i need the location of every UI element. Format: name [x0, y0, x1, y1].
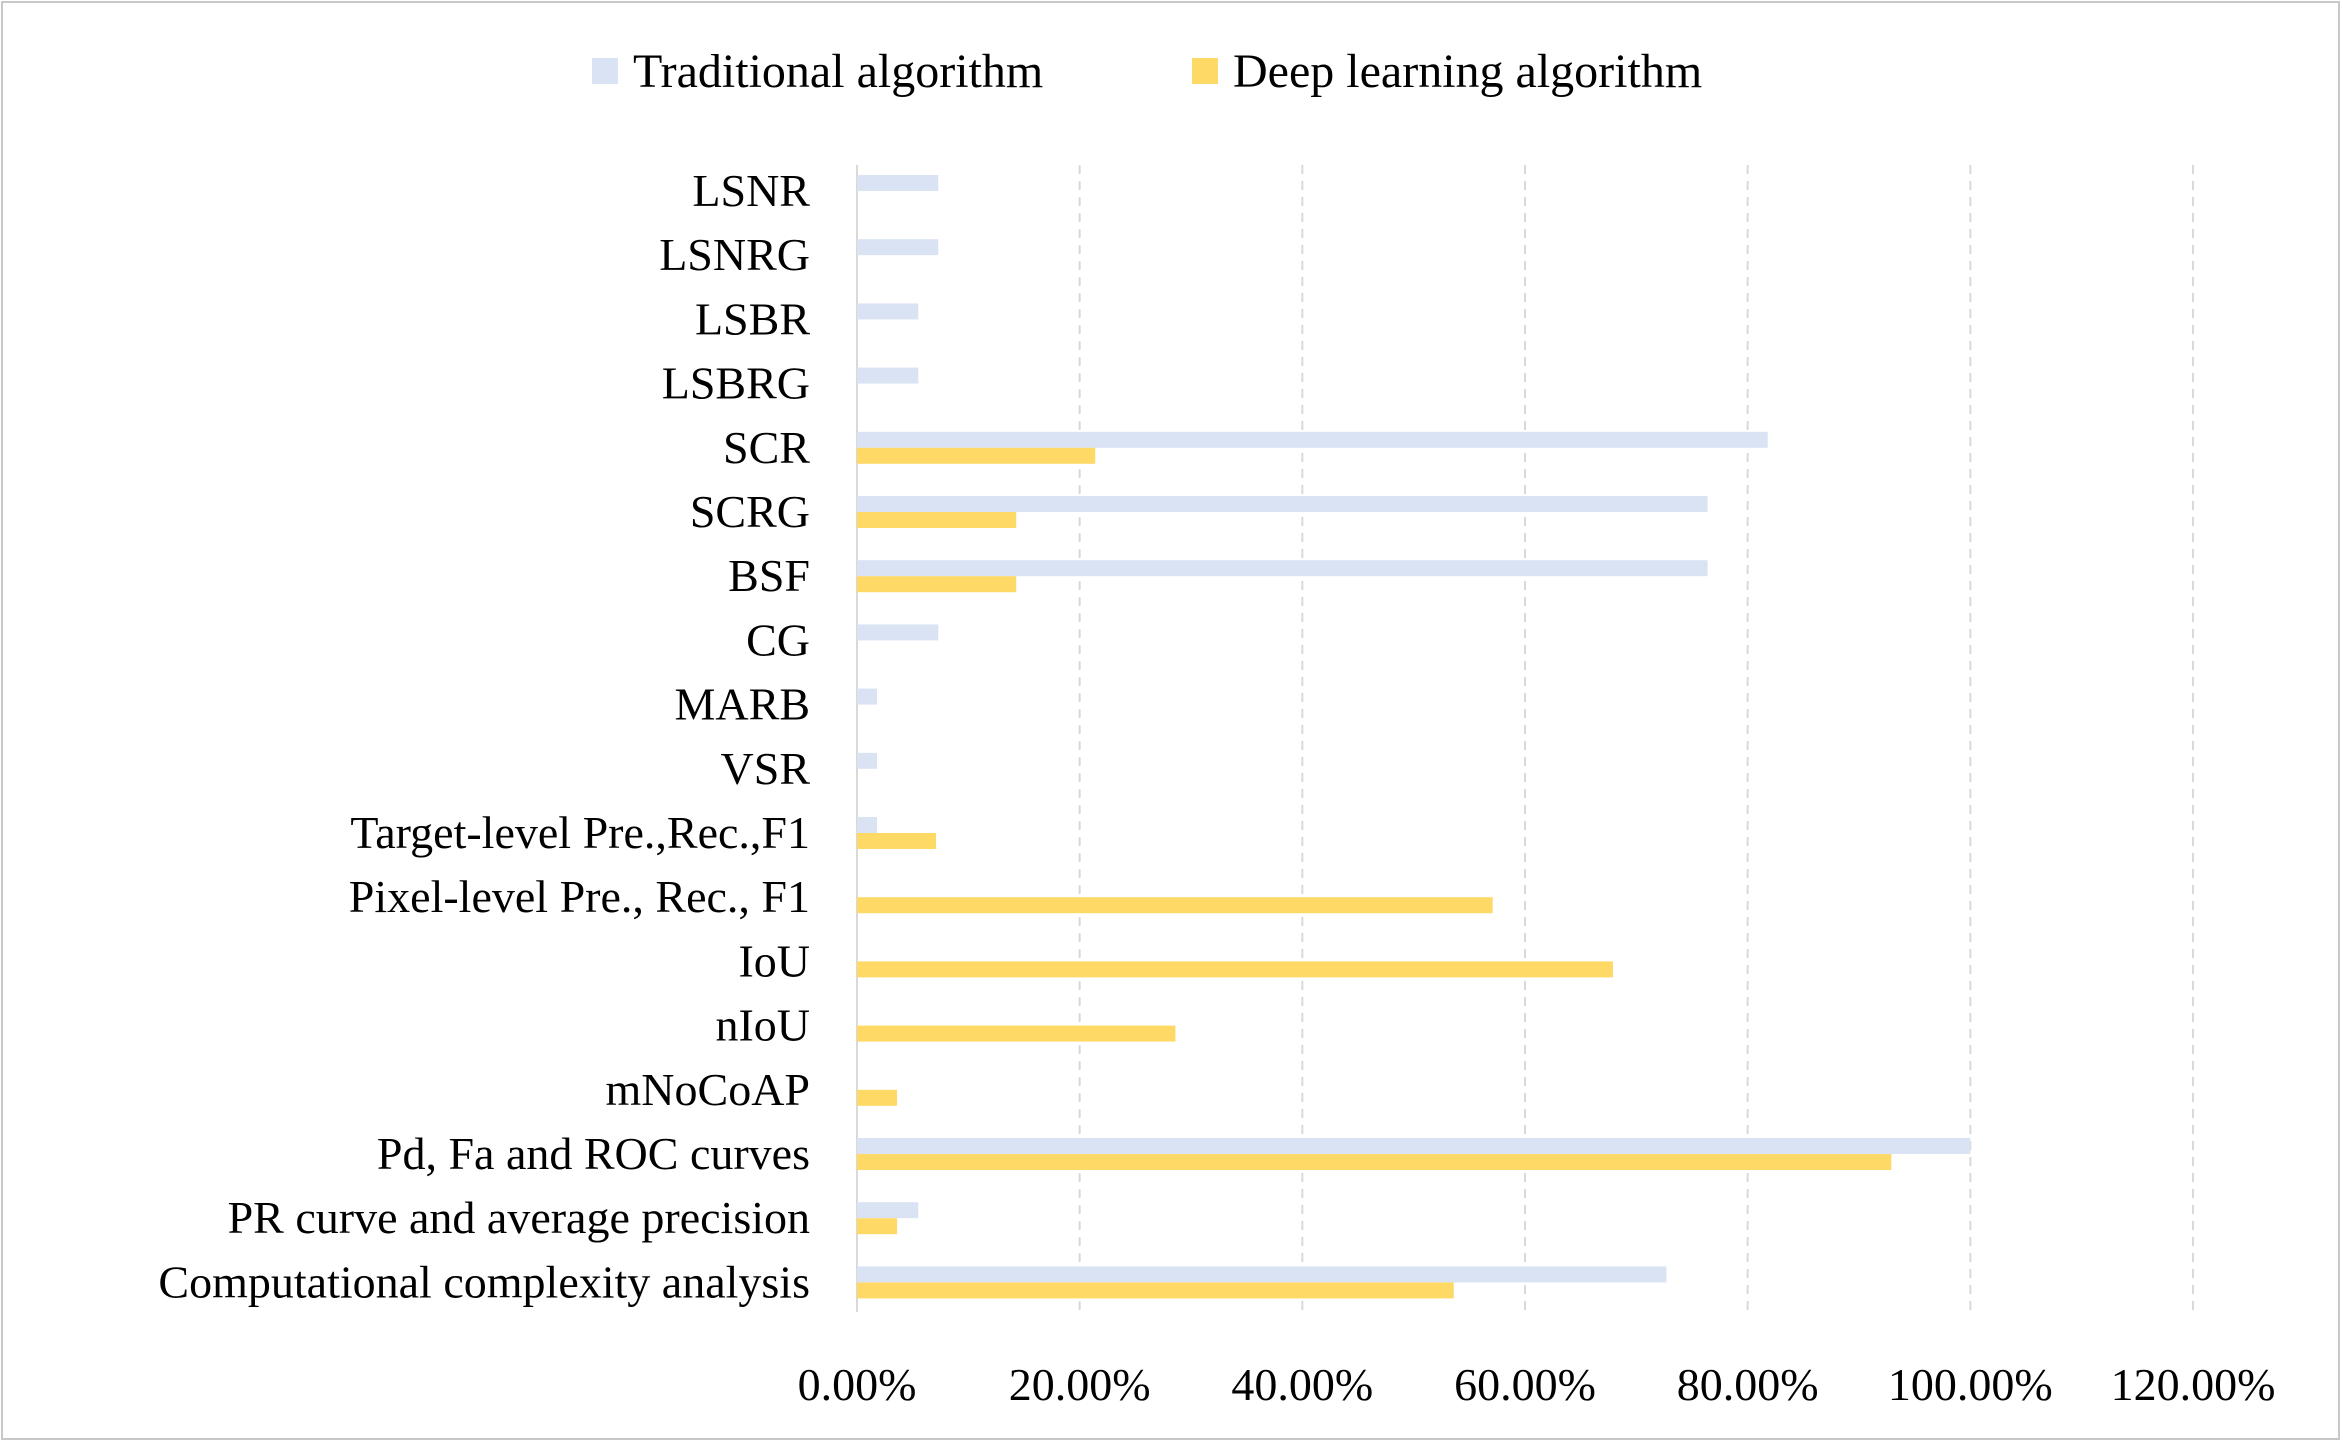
bar-deep-learning	[857, 1089, 898, 1106]
bar-traditional	[857, 624, 939, 641]
bar-traditional	[857, 1138, 1971, 1154]
category-label: PR curve and average precision	[228, 1192, 810, 1243]
category-label: CG	[746, 614, 810, 665]
bar-traditional	[857, 367, 919, 384]
category-label: VSR	[721, 743, 811, 794]
bar-deep-learning	[857, 576, 1017, 593]
x-tick-label: 40.00%	[1231, 1359, 1373, 1410]
category-label: LSBRG	[662, 358, 810, 409]
bar-traditional	[857, 1202, 919, 1219]
x-tick-label: 60.00%	[1454, 1359, 1596, 1410]
category-label: BSF	[728, 550, 810, 601]
legend-traditional-swatch	[592, 58, 618, 84]
bar-deep-learning	[857, 1025, 1176, 1042]
category-label: SCR	[723, 422, 810, 473]
x-tick-label: 120.00%	[2111, 1359, 2276, 1410]
bar-traditional	[857, 817, 878, 833]
bar-deep-learning	[857, 961, 1613, 978]
category-label: IoU	[738, 935, 810, 986]
bar-traditional	[857, 431, 1768, 448]
bar-deep-learning	[857, 512, 1017, 528]
x-tick-label: 100.00%	[1888, 1359, 2053, 1410]
bar-deep-learning	[857, 1282, 1454, 1299]
bar-deep-learning	[857, 1218, 898, 1235]
category-label: mNoCoAP	[606, 1064, 810, 1115]
bar-traditional	[857, 175, 939, 191]
x-tick-label: 20.00%	[1009, 1359, 1151, 1410]
category-label: LSNRG	[659, 229, 810, 280]
bars	[857, 175, 1971, 1299]
category-label: SCRG	[690, 486, 810, 537]
bar-deep-learning	[857, 833, 937, 849]
bar-traditional	[857, 560, 1708, 577]
category-label: Pixel-level Pre., Rec., F1	[349, 871, 810, 922]
category-label: Pd, Fa and ROC curves	[377, 1128, 810, 1179]
legend: Traditional algorithm Deep learning algor…	[592, 45, 1702, 98]
legend-traditional-label: Traditional algorithm	[633, 45, 1043, 98]
bar-traditional	[857, 496, 1708, 512]
bar-traditional	[857, 752, 878, 769]
category-label: LSNR	[692, 165, 810, 216]
category-labels: LSNR LSNRG LSBR LSBRG SCR SCRG BSF CG MARB VSR Tar…	[158, 165, 810, 1307]
grid-lines	[856, 165, 2194, 1312]
bar-traditional	[857, 239, 939, 256]
bar-deep-learning	[857, 1154, 1892, 1170]
bar-traditional	[857, 303, 919, 320]
category-label: Target-level Pre.,Rec.,F1	[350, 807, 810, 858]
category-label: LSBR	[695, 293, 810, 344]
x-tick-labels: 0.00% 20.00% 40.00% 60.00% 80.00% 100.00% 120.…	[798, 1359, 2276, 1410]
x-tick-label: 0.00%	[798, 1359, 917, 1410]
category-label: MARB	[675, 679, 810, 730]
bar-deep-learning	[857, 447, 1096, 464]
bar-traditional	[857, 1266, 1667, 1283]
category-label: Computational complexity analysis	[158, 1256, 810, 1307]
category-label: nIoU	[715, 1000, 810, 1051]
bar-traditional	[857, 688, 878, 705]
x-tick-label: 80.00%	[1677, 1359, 1819, 1410]
legend-deep-learning-swatch	[1192, 58, 1218, 84]
legend-deep-learning-label: Deep learning algorithm	[1233, 45, 1702, 98]
bar-deep-learning	[857, 897, 1493, 914]
